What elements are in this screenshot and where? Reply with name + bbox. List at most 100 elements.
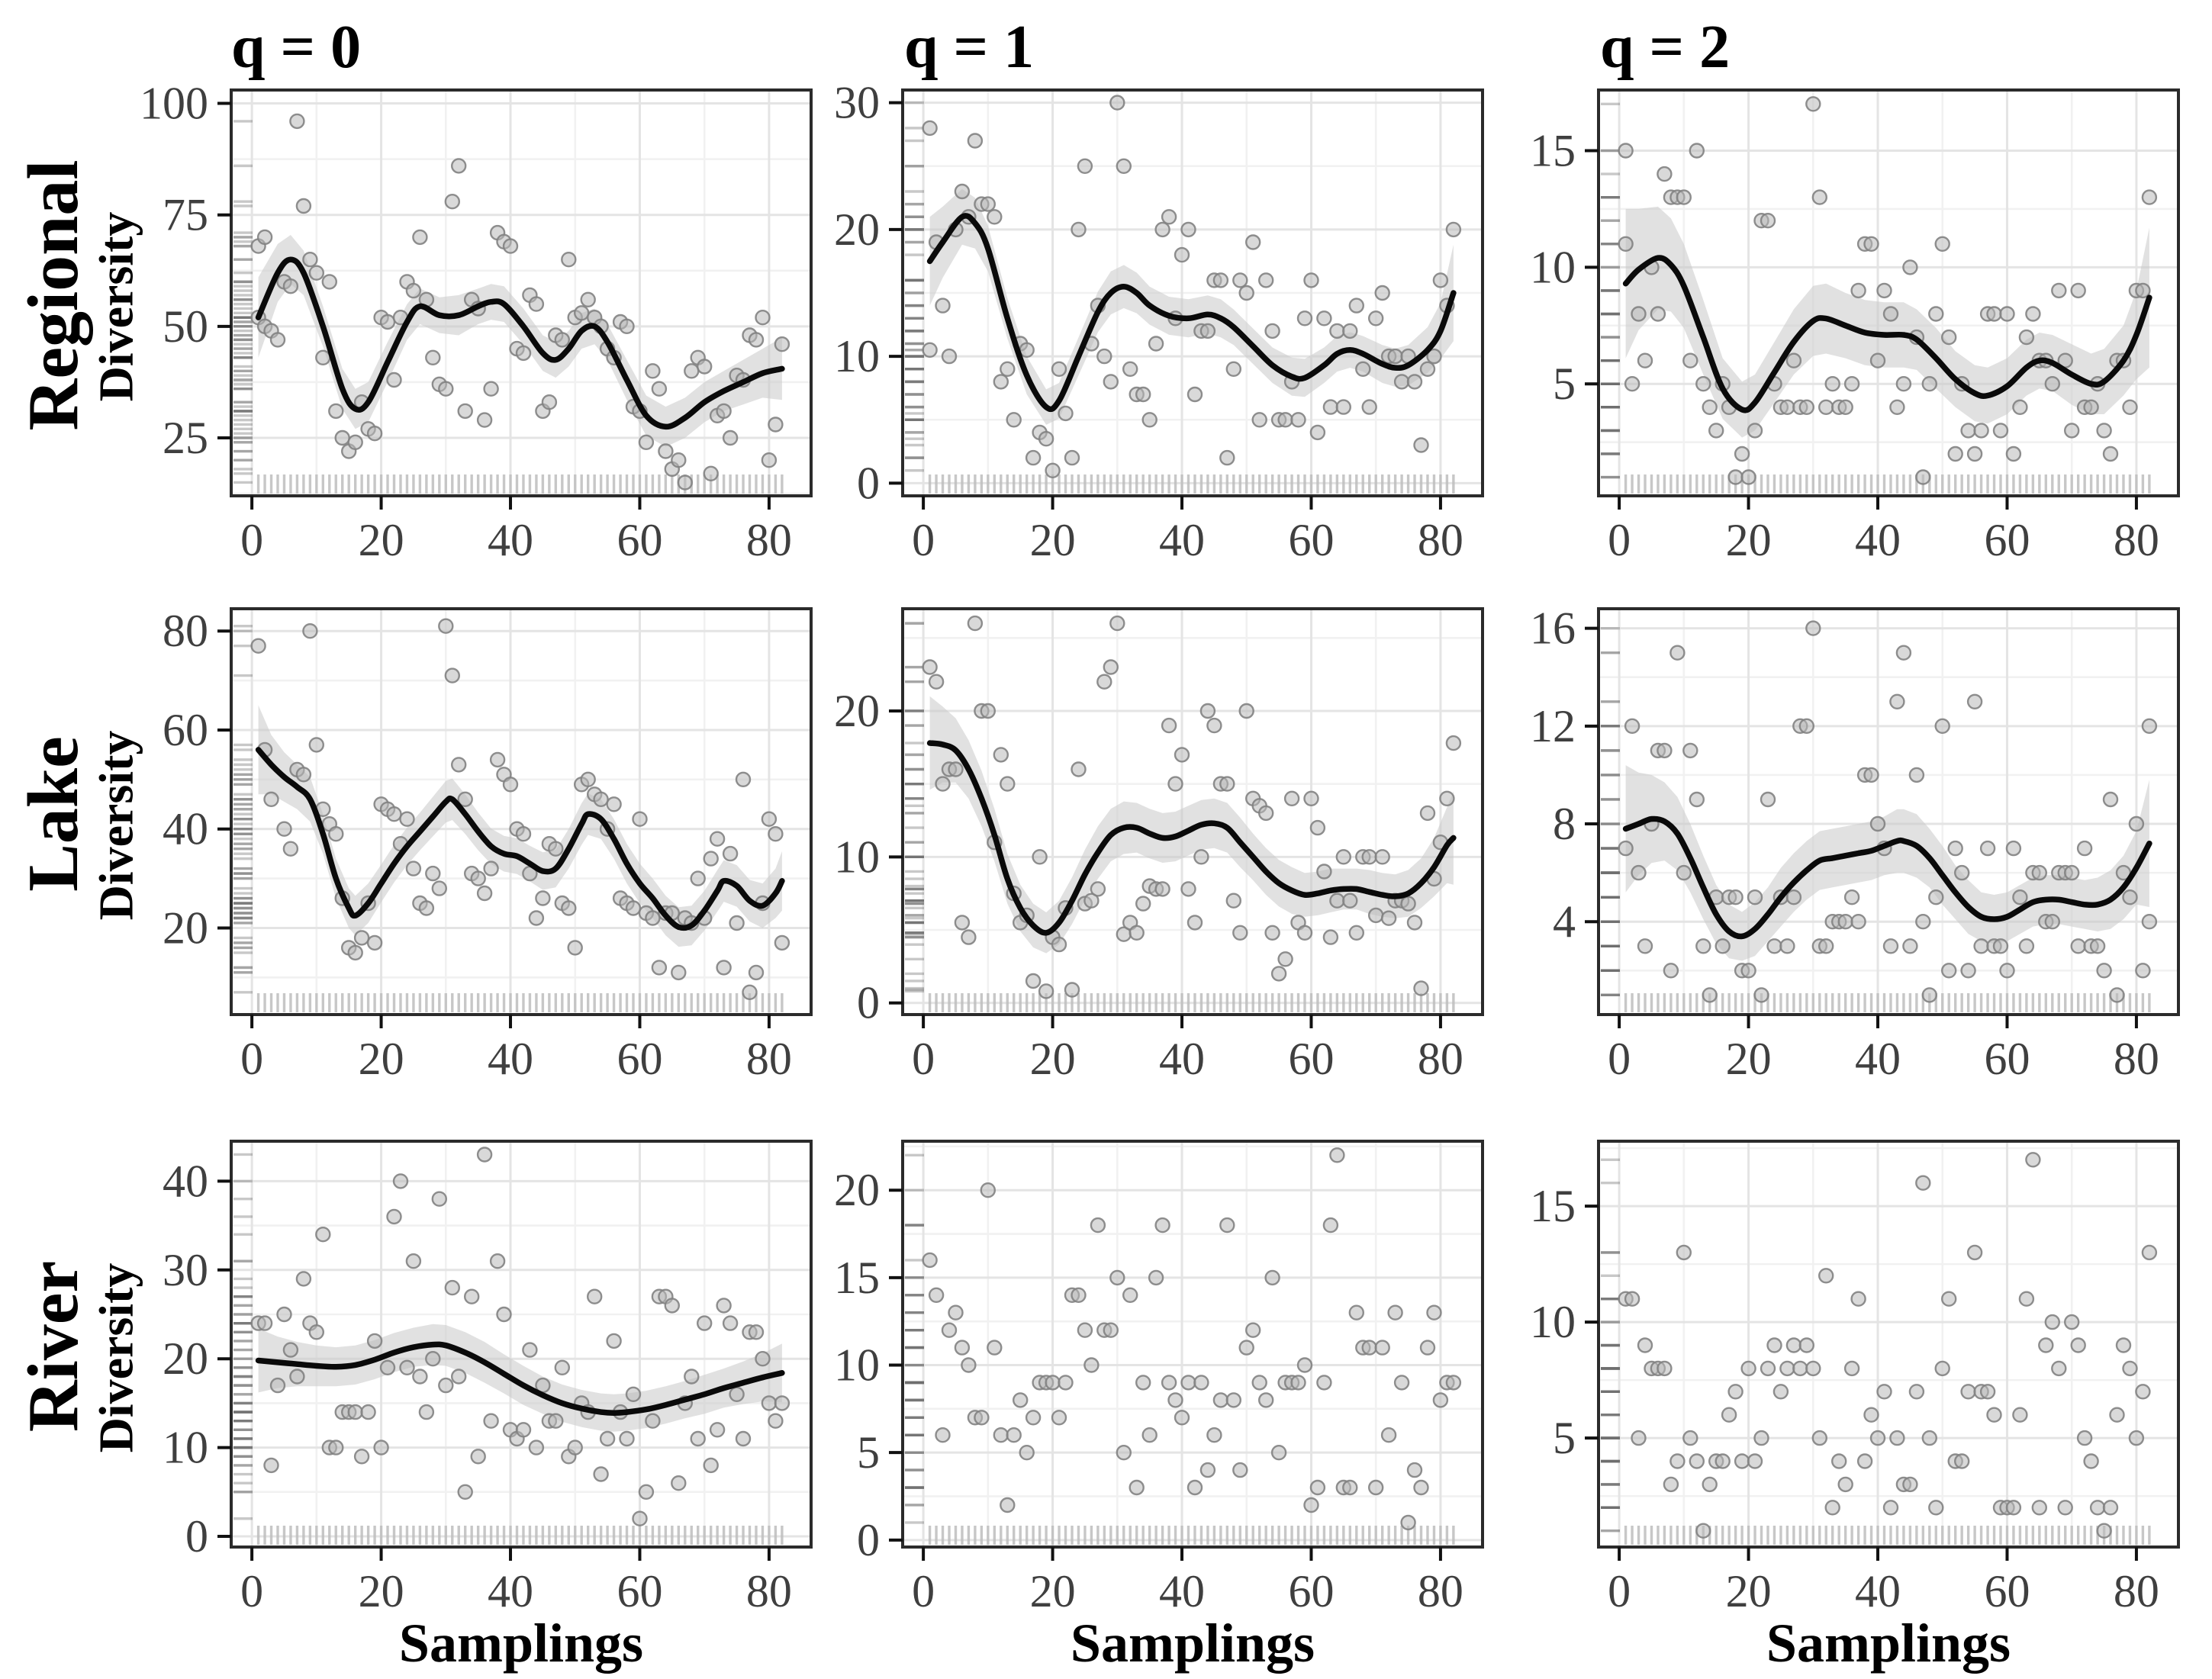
svg-text:20: 20 — [1726, 1034, 1772, 1084]
axis-ticks — [1585, 1205, 2138, 1561]
svg-text:0: 0 — [1608, 1566, 1631, 1616]
x-rug — [256, 474, 784, 494]
svg-text:40: 40 — [163, 1156, 208, 1206]
svg-text:0: 0 — [1608, 515, 1631, 565]
facet-panel-river-q2: 0 20 40 60 80 5 10 15 — [1530, 1140, 2180, 1616]
svg-text:80: 80 — [163, 606, 208, 656]
svg-text:60: 60 — [163, 705, 208, 755]
svg-text:20: 20 — [1726, 515, 1772, 565]
axis-ticks — [1585, 626, 2138, 1028]
axis-ticks — [217, 629, 771, 1028]
panel-border — [230, 607, 813, 1016]
scatter-points — [1618, 1152, 2158, 1539]
y-rug — [1601, 102, 1620, 479]
smooth-line — [1622, 255, 2152, 413]
svg-text:40: 40 — [488, 1566, 533, 1616]
svg-text:40: 40 — [1159, 1034, 1205, 1084]
panel-border — [230, 88, 813, 497]
svg-text:60: 60 — [1288, 1034, 1334, 1084]
x-rug — [928, 474, 1455, 494]
scatter-points — [922, 95, 1462, 478]
facet-panel-regional-q0: 0 20 40 60 80 25 50 75 100 — [140, 79, 813, 565]
svg-text:40: 40 — [488, 515, 533, 565]
grid-major — [903, 1141, 1483, 1547]
col-title-q2: q = 2 — [1600, 14, 1731, 81]
smooth-line — [1622, 815, 2152, 940]
svg-text:60: 60 — [617, 1566, 662, 1616]
row-label-regional: Regional — [14, 159, 93, 431]
svg-text:0: 0 — [912, 1566, 935, 1616]
svg-text:20: 20 — [1030, 1034, 1076, 1084]
col-title-q0: q = 0 — [231, 14, 362, 81]
smooth-line — [255, 256, 785, 430]
smooth-line — [926, 213, 1457, 413]
svg-text:80: 80 — [1418, 1566, 1463, 1616]
y-rug — [233, 625, 253, 994]
svg-text:0: 0 — [912, 1034, 935, 1084]
svg-text:10: 10 — [834, 831, 880, 882]
svg-text:20: 20 — [1030, 515, 1076, 565]
panel-background — [231, 90, 811, 496]
svg-text:0: 0 — [857, 458, 880, 508]
scatter-points — [250, 113, 790, 491]
svg-text:40: 40 — [163, 804, 208, 854]
svg-text:60: 60 — [617, 515, 662, 565]
y-rug — [1601, 1158, 1620, 1533]
svg-text:60: 60 — [1984, 1034, 2030, 1084]
svg-text:20: 20 — [359, 1566, 404, 1616]
svg-text:10: 10 — [163, 1423, 208, 1473]
svg-text:15: 15 — [834, 1253, 880, 1303]
axis-tick-labels: 0 20 40 60 80 5 10 15 — [1530, 1181, 2159, 1616]
axis-tick-labels: 0 20 40 60 80 4 8 12 16 — [1530, 603, 2159, 1084]
facet-panel-lake-q1: 0 20 40 60 80 0 10 20 — [834, 607, 1484, 1084]
svg-text:80: 80 — [746, 1566, 792, 1616]
svg-text:40: 40 — [488, 1034, 533, 1084]
confidence-ribbon — [1625, 206, 2149, 438]
svg-text:0: 0 — [857, 978, 880, 1028]
axis-tick-labels: 0 20 40 60 80 0 10 20 30 40 — [163, 1156, 792, 1616]
panel-border — [901, 88, 1484, 497]
svg-text:40: 40 — [1159, 1566, 1205, 1616]
svg-text:20: 20 — [834, 1165, 880, 1215]
svg-text:0: 0 — [240, 515, 263, 565]
svg-text:60: 60 — [617, 1034, 662, 1084]
panel-border — [901, 607, 1484, 1016]
svg-text:80: 80 — [746, 1034, 792, 1084]
axis-ticks — [1585, 149, 2138, 510]
smooth-line — [926, 740, 1457, 936]
y-rug — [905, 101, 924, 472]
row-label-river: River — [14, 1260, 93, 1433]
facet-panel-river-q1: 0 20 40 60 80 0 5 10 15 20 — [834, 1140, 1484, 1616]
svg-text:80: 80 — [2114, 515, 2159, 565]
facet-panel-regional-q2: 0 20 40 60 80 5 10 15 — [1530, 88, 2180, 565]
svg-text:80: 80 — [1418, 1034, 1463, 1084]
svg-text:60: 60 — [1288, 1566, 1334, 1616]
svg-text:0: 0 — [1608, 1034, 1631, 1084]
axis-ticks — [889, 709, 1442, 1028]
panel-border — [1597, 1140, 2180, 1549]
axis-tick-labels: 0 20 40 60 80 25 50 75 100 — [140, 79, 792, 565]
col-title-q1: q = 1 — [904, 14, 1035, 81]
svg-text:60: 60 — [1984, 515, 2030, 565]
svg-text:0: 0 — [857, 1515, 880, 1565]
svg-text:15: 15 — [1530, 1181, 1576, 1231]
svg-text:20: 20 — [834, 686, 880, 736]
scatter-points — [922, 1147, 1462, 1531]
axis-tick-labels: 0 20 40 60 80 0 10 20 30 — [834, 78, 1463, 565]
svg-text:0: 0 — [240, 1566, 263, 1616]
facet-panel-regional-q1: 0 20 40 60 80 0 10 20 30 — [834, 78, 1484, 565]
svg-text:20: 20 — [1726, 1566, 1772, 1616]
axis-ticks — [217, 101, 771, 510]
axis-tick-labels: 0 20 40 60 80 0 10 20 — [834, 686, 1463, 1084]
svg-text:40: 40 — [1855, 1566, 1901, 1616]
svg-text:16: 16 — [1530, 603, 1576, 654]
panel-border — [230, 1140, 813, 1549]
panel-border — [1597, 88, 2180, 497]
panel-border — [901, 1140, 1484, 1549]
svg-text:80: 80 — [746, 515, 792, 565]
row-label-lake: Lake — [14, 736, 93, 892]
svg-text:12: 12 — [1530, 701, 1576, 751]
svg-text:10: 10 — [834, 1340, 880, 1391]
x-axis-title-col3: Samplings — [1766, 1613, 2011, 1674]
